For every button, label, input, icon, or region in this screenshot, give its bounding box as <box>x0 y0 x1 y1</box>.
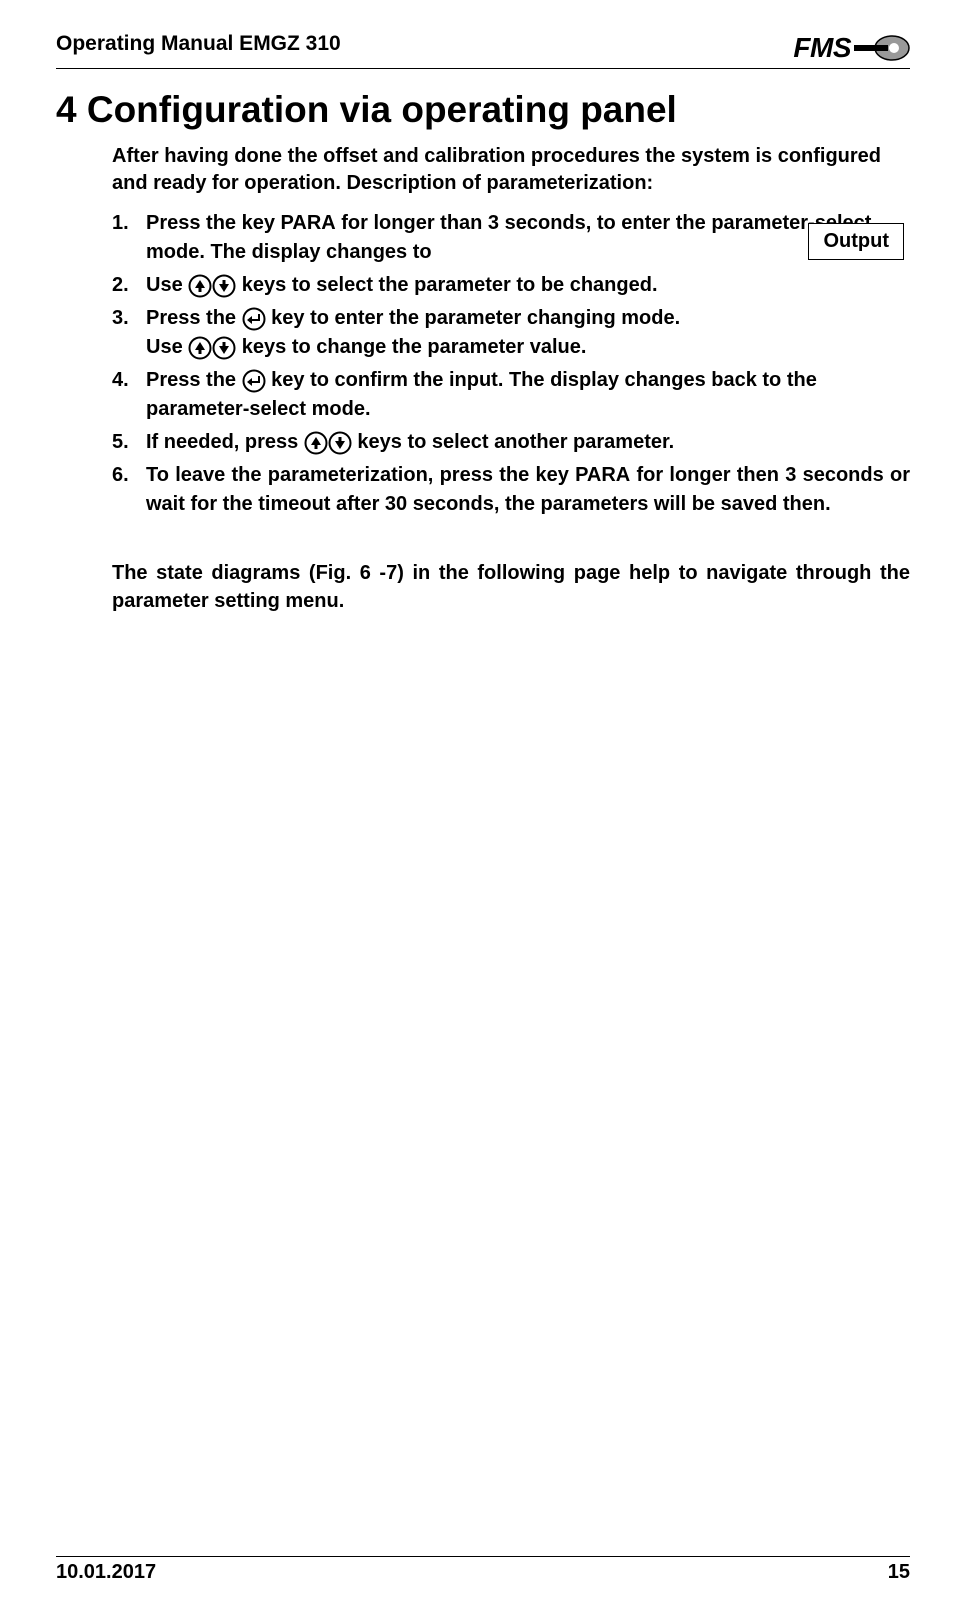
output-display-box: Output <box>808 223 904 260</box>
para-key-label: PARA <box>575 464 630 486</box>
enter-icon <box>242 307 266 331</box>
down-arrow-icon <box>328 431 352 455</box>
up-arrow-icon <box>304 431 328 455</box>
step-number: 2. <box>112 271 146 300</box>
logo-shape-icon <box>854 35 910 61</box>
step-1: 1. Press the key PARA for longer than 3 … <box>112 209 910 267</box>
closing-paragraph: The state diagrams (Fig. 6 -7) in the fo… <box>112 559 910 615</box>
logo-text: FMS <box>793 32 851 64</box>
up-arrow-icon <box>188 336 212 360</box>
step-3: 3. Press the key to enter the parameter … <box>112 304 910 362</box>
enter-icon <box>242 369 266 393</box>
step-2: 2. Use keys to select the parameter to b… <box>112 271 910 300</box>
down-arrow-icon <box>212 274 236 298</box>
page: Operating Manual EMGZ 310 FMS 4 Configur… <box>0 0 966 1616</box>
intro-paragraph: After having done the offset and calibra… <box>112 143 910 197</box>
footer-date: 10.01.2017 <box>56 1561 156 1584</box>
step-number: 1. <box>112 209 146 267</box>
page-footer: 10.01.2017 15 <box>56 1556 910 1584</box>
step-5: 5. If needed, press keys to select anoth… <box>112 428 910 457</box>
step-text: Press the key to enter the parameter cha… <box>146 304 910 362</box>
step-text: Press the key to confirm the input. The … <box>146 366 910 424</box>
step-text: Press the key PARA for longer than 3 sec… <box>146 209 910 267</box>
step-number: 3. <box>112 304 146 362</box>
main-heading: 4 Configuration via operating panel <box>56 89 910 131</box>
figure-reference: Fig. 6 -7) <box>316 562 404 584</box>
fms-logo: FMS <box>793 32 910 64</box>
down-arrow-icon <box>212 336 236 360</box>
para-key-label: PARA <box>281 212 336 234</box>
step-number: 6. <box>112 461 146 519</box>
step-4: 4. Press the key to confirm the input. T… <box>112 366 910 424</box>
header-title: Operating Manual EMGZ 310 <box>56 32 341 56</box>
step-text: Use keys to select the parameter to be c… <box>146 271 910 300</box>
step-number: 4. <box>112 366 146 424</box>
step-text: To leave the parameterization, press the… <box>146 461 910 519</box>
step-number: 5. <box>112 428 146 457</box>
steps-list: 1. Press the key PARA for longer than 3 … <box>112 209 910 519</box>
page-header: Operating Manual EMGZ 310 FMS <box>56 32 910 69</box>
step-6: 6. To leave the parameterization, press … <box>112 461 910 519</box>
content-body: After having done the offset and calibra… <box>56 143 910 615</box>
step-text: If needed, press keys to select another … <box>146 428 910 457</box>
up-arrow-icon <box>188 274 212 298</box>
footer-page-number: 15 <box>888 1561 910 1584</box>
